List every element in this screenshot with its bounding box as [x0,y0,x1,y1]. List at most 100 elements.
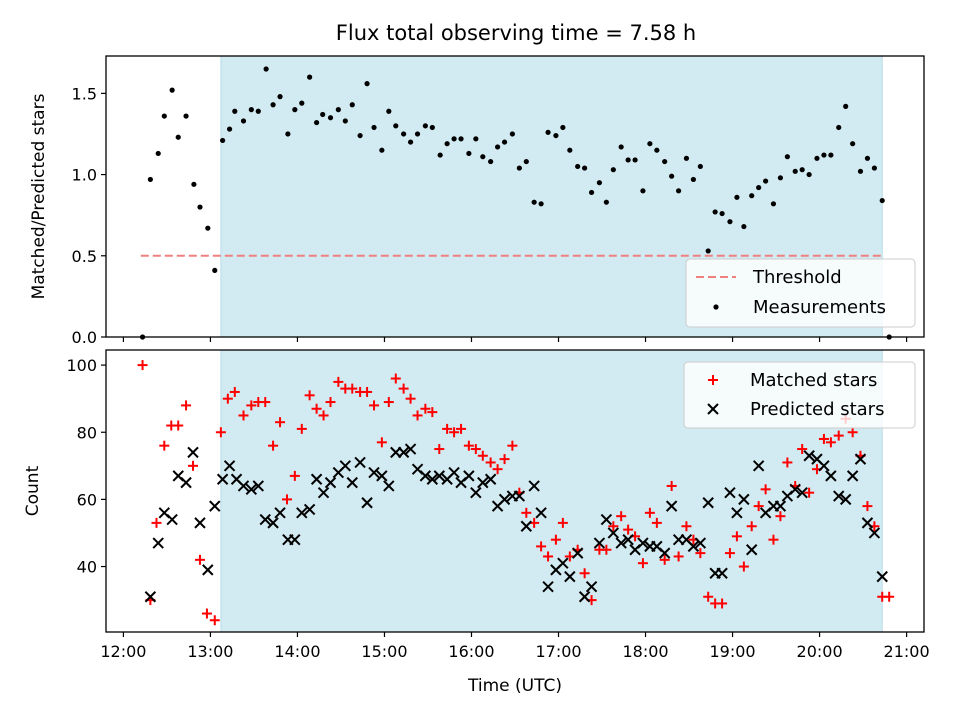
cross-b [839,493,852,506]
cross-b [237,480,250,492]
matched-point [181,400,192,411]
matched-point [485,457,496,468]
matched-point [731,531,742,542]
measurement-point [444,141,450,147]
matched-point [782,457,793,468]
cross-b [571,547,584,559]
matched-point [376,437,387,448]
matched-point [282,494,293,505]
cross-b [404,443,417,455]
measurement-point [712,209,718,215]
matched-point [557,517,568,528]
predicted-point [854,453,867,465]
matched-point [369,400,380,411]
cross-b [463,470,475,482]
predicted-point [448,466,460,479]
predicted-point [724,486,736,499]
predicted-point [578,591,591,603]
predicted-point [426,473,439,485]
measurement-point [429,124,435,131]
matched-point [775,511,786,522]
measurement-point [784,154,790,160]
measurement-point [560,124,566,131]
measurement-point [705,248,711,254]
cross-b [166,513,178,526]
cross-b [854,453,867,465]
predicted-point [825,470,837,482]
matched-point [268,440,279,451]
matched-point [434,444,445,455]
matched-point [151,517,162,528]
measurement-point [473,136,479,142]
matched-point [383,397,394,408]
matched-point [637,558,648,569]
cross-b [289,533,301,546]
count-y-tick-label: 100 [66,356,97,375]
matched-point [681,521,692,532]
cross-b [187,446,199,459]
measurement-point [697,163,703,170]
time-x-tick-label: 16:00 [448,642,494,661]
measurement-point [836,124,842,131]
matched-point [188,460,199,471]
measurement-point [335,107,341,113]
measurement-point [647,141,653,147]
cross-b [354,456,366,469]
cross-b [361,497,373,509]
predicted-point [216,473,229,485]
matched-point [427,407,438,418]
measurement-point [588,189,595,196]
matched-point [644,507,655,518]
matched-point [623,524,634,535]
predicted-point [833,490,845,502]
matched-point [304,390,315,401]
time-x-tick-label: 12:00 [100,642,146,661]
predicted-point [528,480,540,492]
time-x-tick-label: 19:00 [709,642,755,661]
predicted-point [637,537,649,549]
measurement-point [349,102,355,108]
measurement-point [255,108,261,114]
measurement-point [756,184,762,191]
predicted-point [861,517,874,529]
predicted-point [433,470,445,482]
measurement-point [538,201,544,207]
cross-b [665,500,678,512]
predicted-point [731,507,743,519]
predicted-point [296,507,308,519]
measurement-point [516,165,522,171]
cross-b [876,570,888,583]
measurement-point [494,144,501,150]
measurement-point [676,188,682,194]
predicted-point [166,513,178,526]
predicted-point [658,547,671,559]
count-y-ticks: 40 60 80 100 [66,356,106,577]
matched-point [201,608,212,619]
cross-b [158,507,171,519]
predicted-point [702,497,714,509]
ratio-y-tick-label: 1.5 [72,84,97,103]
cross-b [368,466,380,479]
matched-point [159,440,170,451]
cross-b [520,520,533,532]
matched-point [543,551,554,562]
matched-point [238,410,249,421]
matched-point [695,548,706,559]
cross-b [144,591,157,603]
predicted-point [585,580,598,593]
matched-point [275,417,286,428]
cross-b [528,480,540,492]
matched-point [390,373,401,384]
predicted-point [535,507,547,519]
matched-point [412,410,423,421]
measurement-point [632,157,638,163]
legend-predicted-label: Predicted stars [750,399,884,420]
measurement-point [364,81,370,87]
matched-point [847,427,858,438]
matched-point [760,484,771,495]
measurement-point [719,210,725,217]
matched-point [442,423,453,434]
cross-b [833,490,845,502]
measurement-point [603,199,609,205]
predicted-point [152,537,164,549]
